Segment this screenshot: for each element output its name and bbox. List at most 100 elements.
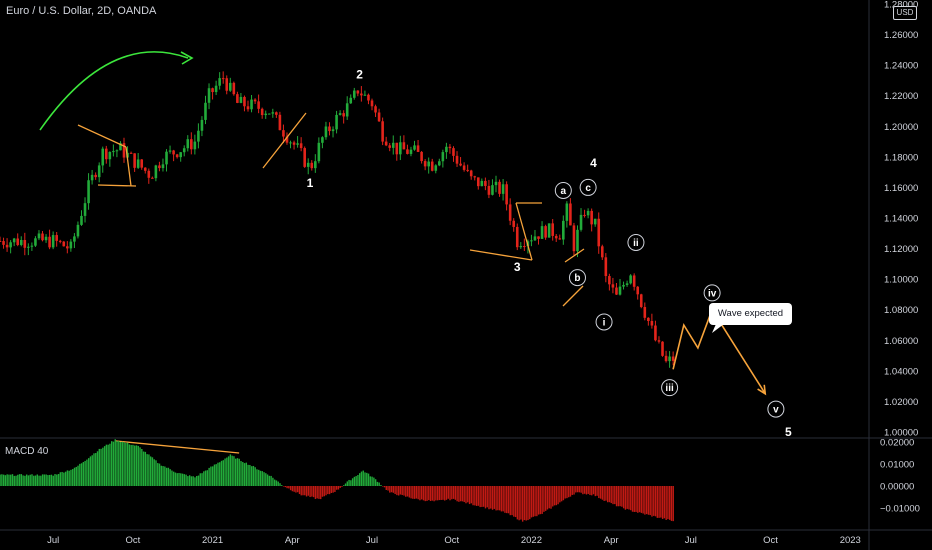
macd-bar (282, 486, 285, 487)
macd-tick-label: −0.01000 (880, 504, 920, 515)
macd-bar (298, 486, 301, 495)
candle-body (133, 153, 136, 168)
macd-bar (406, 486, 409, 497)
candle-body (636, 286, 640, 295)
price-tick-label: 1.20000 (884, 122, 918, 133)
macd-bar (235, 458, 237, 486)
wave-line (562, 285, 584, 307)
candle-body (112, 151, 115, 153)
candle-body (441, 152, 445, 162)
macd-bar (403, 486, 405, 496)
macd-bar (630, 486, 632, 511)
wave-label-ii: ii (633, 238, 639, 249)
macd-bar (607, 486, 609, 503)
candle-body (671, 356, 675, 361)
candle-body (600, 246, 604, 258)
candle-body (204, 102, 207, 120)
macd-bar (116, 441, 118, 486)
macd-bar (644, 486, 646, 515)
macd-bar (275, 480, 278, 486)
macd-bar (610, 486, 612, 504)
macd-bar (43, 474, 46, 486)
price-tick-label: 1.04000 (884, 366, 918, 377)
macd-bar (573, 486, 575, 495)
macd-bar (483, 486, 485, 507)
candle-body (512, 220, 516, 227)
candle-body (413, 145, 416, 150)
macd-bar (238, 458, 240, 486)
macd-bar (302, 486, 304, 496)
macd-bar (82, 461, 85, 486)
macd-bar (350, 480, 352, 486)
macd-bar (265, 473, 267, 486)
candle-body (30, 245, 34, 247)
macd-bar (291, 486, 294, 492)
macd-bar (599, 486, 602, 499)
macd-bar (41, 474, 44, 486)
macd-bar (107, 444, 109, 486)
macd-bar (589, 486, 591, 496)
macd-bar (653, 486, 655, 516)
candle-body (239, 96, 243, 103)
macd-bar (566, 486, 568, 499)
macd-bar (373, 477, 375, 486)
macd-bar (215, 464, 217, 486)
candle-body (363, 94, 367, 96)
time-tick-label: Jul (685, 535, 697, 546)
macd-bar (382, 486, 384, 487)
time-tick-label: 2021 (202, 535, 223, 546)
candle-body (388, 145, 392, 148)
candle-body (193, 141, 197, 150)
candle-body (108, 151, 112, 160)
wave-line (515, 202, 533, 261)
macd-bar (24, 475, 26, 486)
macd-bar (463, 486, 465, 503)
macd-bar (638, 486, 641, 513)
macd-bar (601, 486, 604, 500)
macd-bar (281, 485, 283, 486)
macd-bar (231, 455, 233, 486)
macd-bar (52, 475, 54, 486)
macd-bar (343, 485, 345, 486)
candle-body (551, 223, 554, 236)
macd-bar (498, 486, 501, 511)
macd-bar (188, 475, 191, 486)
macd-bar (192, 476, 194, 486)
macd-bar (149, 456, 152, 486)
macd-bar (582, 486, 584, 495)
macd-bar (564, 486, 566, 499)
candle-body (175, 154, 179, 158)
macd-bar (258, 469, 260, 486)
macd-bar (461, 486, 464, 502)
macd-bar (233, 456, 235, 486)
candle-body (558, 238, 562, 240)
macd-bar (525, 486, 527, 521)
macd-bar (270, 475, 272, 486)
macd-bar (621, 486, 623, 507)
macd-bar (383, 486, 386, 488)
macd-bar (254, 467, 256, 486)
candle-body (384, 141, 388, 146)
macd-bar (640, 486, 643, 513)
wave-label-circle (661, 379, 679, 397)
macd-bar (252, 465, 255, 486)
time-tick-label: 2023 (840, 535, 861, 546)
macd-bar (475, 486, 478, 506)
candle-body (657, 340, 661, 342)
candle-body (583, 214, 586, 216)
candle-body (547, 223, 551, 238)
macd-bar (89, 456, 92, 486)
macd-bar (148, 454, 150, 486)
currency-badge[interactable]: USD (893, 6, 917, 20)
macd-bar (144, 451, 147, 486)
macd-bar (465, 486, 467, 504)
candle-body (225, 78, 229, 91)
macd-bar (647, 486, 650, 515)
macd-bar (520, 486, 522, 520)
macd-bar (550, 486, 552, 509)
macd-bar (387, 486, 389, 491)
candle-body (58, 240, 62, 242)
macd-bar (38, 475, 40, 486)
macd-bar (325, 486, 327, 496)
macd-bar (390, 486, 393, 493)
